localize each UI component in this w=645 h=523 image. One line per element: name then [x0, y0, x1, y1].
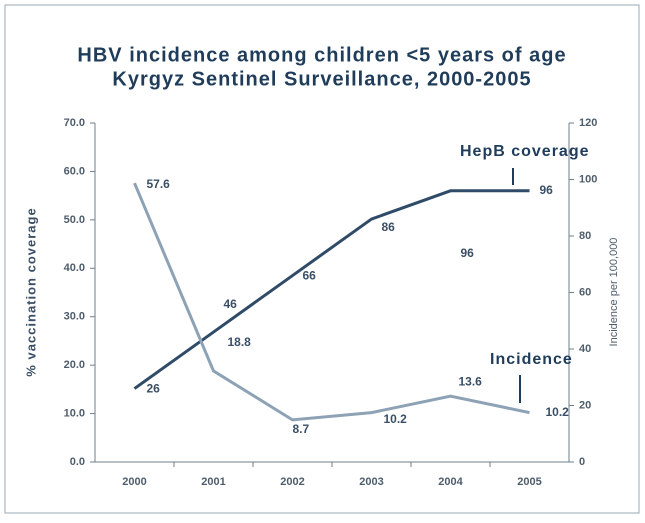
data-label: 10.2	[384, 412, 408, 426]
data-label: 57.6	[147, 177, 171, 191]
data-label: 10.2	[546, 405, 570, 419]
series-annotation: Incidence	[490, 351, 573, 368]
x-tick-label: 2004	[438, 476, 463, 488]
chart-title: HBV incidence among children <5 years of…	[77, 44, 566, 66]
y-tick-label: 30.0	[64, 311, 85, 323]
y2-tick-label: 0	[579, 456, 585, 468]
data-label: 46	[224, 297, 238, 311]
data-label: 13.6	[459, 374, 483, 388]
y-tick-label: 0.0	[70, 456, 85, 468]
x-tick-label: 2005	[517, 476, 541, 488]
data-label: 96	[540, 183, 554, 197]
y2-tick-label: 120	[579, 117, 597, 129]
y-tick-label: 10.0	[64, 407, 85, 419]
y-tick-label: 70.0	[64, 117, 85, 129]
y-tick-label: 40.0	[64, 262, 85, 274]
x-tick-label: 2003	[359, 476, 383, 488]
x-tick-label: 2002	[280, 476, 304, 488]
data-label: 18.8	[228, 335, 252, 349]
x-tick-label: 2000	[122, 476, 146, 488]
data-label: 96	[461, 246, 475, 260]
data-label: 8.7	[293, 422, 310, 436]
x-tick-label: 2001	[201, 476, 225, 488]
y-tick-label: 50.0	[64, 214, 85, 226]
y2-tick-label: 60	[579, 286, 591, 298]
series-line	[133, 182, 530, 422]
y2-tick-label: 40	[579, 343, 591, 355]
y2-tick-label: 100	[579, 173, 597, 185]
frame	[4, 4, 640, 514]
y-axis-label: % vaccination coverage	[23, 207, 38, 376]
y-tick-label: 60.0	[64, 165, 85, 177]
chart-subtitle: Kyrgyz Sentinel Surveillance, 2000-2005	[112, 68, 531, 90]
series-annotation: HepB coverage	[460, 143, 590, 160]
y2-axis-label: Incidence per 100,000	[608, 238, 620, 347]
y-tick-label: 20.0	[64, 359, 85, 371]
y2-tick-label: 80	[579, 230, 591, 242]
y2-tick-label: 20	[579, 399, 591, 411]
data-label: 66	[303, 269, 317, 283]
data-label: 26	[147, 382, 161, 396]
data-label: 86	[382, 220, 396, 234]
